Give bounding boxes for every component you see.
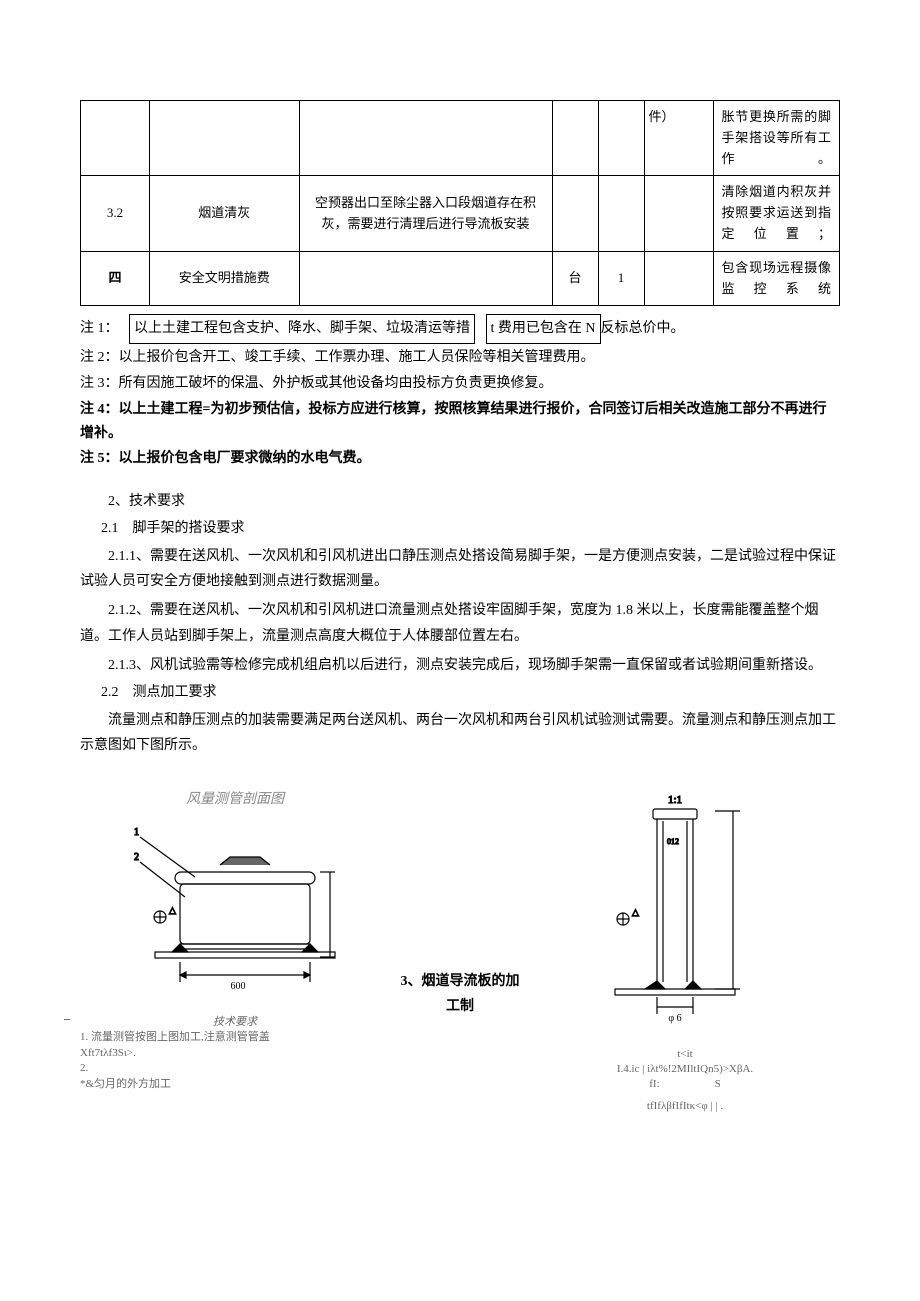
cell-remark: 包含现场远程摄像监控系统 bbox=[713, 251, 840, 306]
para-2-1-2: 2.1.2、需要在送风机、一次风机和引风机进口流量测点处搭设牢固脚手架，宽度为 … bbox=[80, 598, 840, 648]
para-2-1-1: 2.1.1、需要在送风机、一次风机和引风机进出口静压测点处搭设简易脚手架，一是方… bbox=[80, 544, 840, 594]
diagram-center-text: 3、烟道导流板的加工制 bbox=[400, 789, 520, 1019]
diagram-left: – 风量测管剖面图 1 2 △ bbox=[80, 789, 390, 1092]
table-row: 件） 胀节更换所需的脚手架搭设等所有工 作。 bbox=[81, 101, 840, 176]
cell-qty bbox=[598, 101, 644, 176]
note-boxed: 以上土建工程包含支护、降水、脚手架、垃圾清运等措 bbox=[129, 314, 475, 344]
note-5: 注 5：以上报价包含电厂要求微纳的水电气费。 bbox=[80, 447, 840, 471]
tech-notes-line: *&匀月的外方加工 bbox=[80, 1077, 390, 1092]
cell-spec bbox=[644, 176, 713, 251]
note-4: 注 4：以上土建工程=为初步预估信，投标方应进行核算，按照核算结果进行报价，合同… bbox=[80, 398, 840, 446]
cell-desc: 空预器出口至除尘器入口段烟道存在积灰，需要进行清理后进行导流板安装 bbox=[299, 176, 552, 251]
note-tail: 反标总价中。 bbox=[601, 321, 685, 336]
svg-text:△: △ bbox=[169, 905, 176, 915]
cell-idx bbox=[81, 101, 150, 176]
table-row: 3.2 烟道清灰 空预器出口至除尘器入口段烟道存在积灰，需要进行清理后进行导流板… bbox=[81, 176, 840, 251]
section-2-1-heading: 2.1 脚手架的搭设要求 bbox=[80, 518, 840, 540]
cell-spec bbox=[644, 251, 713, 306]
svg-text:600: 600 bbox=[231, 981, 246, 992]
cell-name bbox=[150, 101, 300, 176]
diagram-right-notes: t<it I.4.ic | iλt%!2MIltIQn5)>XβA. fI: S… bbox=[530, 1047, 840, 1115]
note-3: 注 3：所有因施工破坏的保温、外护板或其他设备均由投标方负责更换修复。 bbox=[80, 372, 840, 396]
note-line: I.4.ic | iλt%!2MIltIQn5)>XβA. bbox=[530, 1062, 840, 1077]
svg-text:012: 012 bbox=[667, 837, 679, 846]
svg-text:1: 1 bbox=[134, 827, 139, 838]
note-line: tfIfλβfIfItκ<φ | | . bbox=[530, 1099, 840, 1114]
note-boxed: t 费用已包含在 N bbox=[486, 314, 601, 344]
cell-desc bbox=[299, 101, 552, 176]
note-2: 注 2：以上报价包含开工、竣工手续、工作票办理、施工人员保险等相关管理费用。 bbox=[80, 346, 840, 370]
tech-notes-line: 1. 流量测管按图上图加工,注意测管管盖 bbox=[80, 1030, 390, 1045]
diagrams-row: – 风量测管剖面图 1 2 △ bbox=[80, 789, 840, 1115]
tech-notes-line: Xft7tλf3Sι>. bbox=[80, 1046, 390, 1061]
cell-desc bbox=[299, 251, 552, 306]
para-2-1-3: 2.1.3、风机试验需等检修完成机组启机以后进行，测点安装完成后，现场脚手架需一… bbox=[80, 653, 840, 678]
svg-text:1:1: 1:1 bbox=[668, 794, 682, 806]
para-2-2: 流量测点和静压测点的加装需要满足两台送风机、两台一次风机和两台引风机试验测试需要… bbox=[80, 708, 840, 758]
pricing-table: 件） 胀节更换所需的脚手架搭设等所有工 作。 3.2 烟道清灰 空预器出口至除尘… bbox=[80, 100, 840, 306]
tech-notes-title: 技术要求 bbox=[80, 1015, 390, 1030]
cell-qty bbox=[598, 176, 644, 251]
cell-name: 烟道清灰 bbox=[150, 176, 300, 251]
cell-remark: 清除烟道内积灰并按照要求运送到指定位置； bbox=[713, 176, 840, 251]
dash-mark: – bbox=[64, 1009, 70, 1028]
section-2-2-heading: 2.2 测点加工要求 bbox=[80, 682, 840, 704]
cell-unit: 台 bbox=[552, 251, 598, 306]
tech-notes-line: 2. bbox=[80, 1061, 390, 1076]
cell-qty: 1 bbox=[598, 251, 644, 306]
svg-text:△: △ bbox=[632, 907, 639, 917]
svg-text:φ 6: φ 6 bbox=[668, 1013, 681, 1024]
cell-unit bbox=[552, 101, 598, 176]
tech-requirements: 2、技术要求 2.1 脚手架的搭设要求 2.1.1、需要在送风机、一次风机和引风… bbox=[80, 491, 840, 758]
cell-name: 安全文明措施费 bbox=[150, 251, 300, 306]
table-row: 四 安全文明措施费 台 1 包含现场远程摄像监控系统 bbox=[81, 251, 840, 306]
diagram-left-title: 风量测管剖面图 bbox=[80, 789, 390, 811]
cell-remark: 胀节更换所需的脚手架搭设等所有工 作。 bbox=[713, 101, 840, 176]
cell-idx: 四 bbox=[81, 251, 150, 306]
static-pressure-diagram-icon: 1:1 012 △ φ 6 bbox=[575, 789, 795, 1039]
svg-text:2: 2 bbox=[134, 852, 139, 863]
flow-tube-diagram-icon: 1 2 △ bbox=[120, 817, 350, 1007]
note-label: 注 1： bbox=[80, 321, 119, 336]
cell-spec: 件） bbox=[644, 101, 713, 176]
note-line: fI: S bbox=[530, 1077, 840, 1092]
section-2-heading: 2、技术要求 bbox=[80, 491, 840, 513]
note-1: 注 1： 以上土建工程包含支护、降水、脚手架、垃圾清运等措 t 费用已包含在 N… bbox=[80, 314, 840, 344]
cell-unit bbox=[552, 176, 598, 251]
notes-block: 注 1： 以上土建工程包含支护、降水、脚手架、垃圾清运等措 t 费用已包含在 N… bbox=[80, 314, 840, 471]
cell-idx: 3.2 bbox=[81, 176, 150, 251]
diagram-left-notes: 技术要求 1. 流量测管按图上图加工,注意测管管盖 Xft7tλf3Sι>. 2… bbox=[80, 1015, 390, 1092]
diagram-right: 1:1 012 △ φ 6 bbox=[530, 789, 840, 1115]
note-line: t<it bbox=[530, 1047, 840, 1062]
